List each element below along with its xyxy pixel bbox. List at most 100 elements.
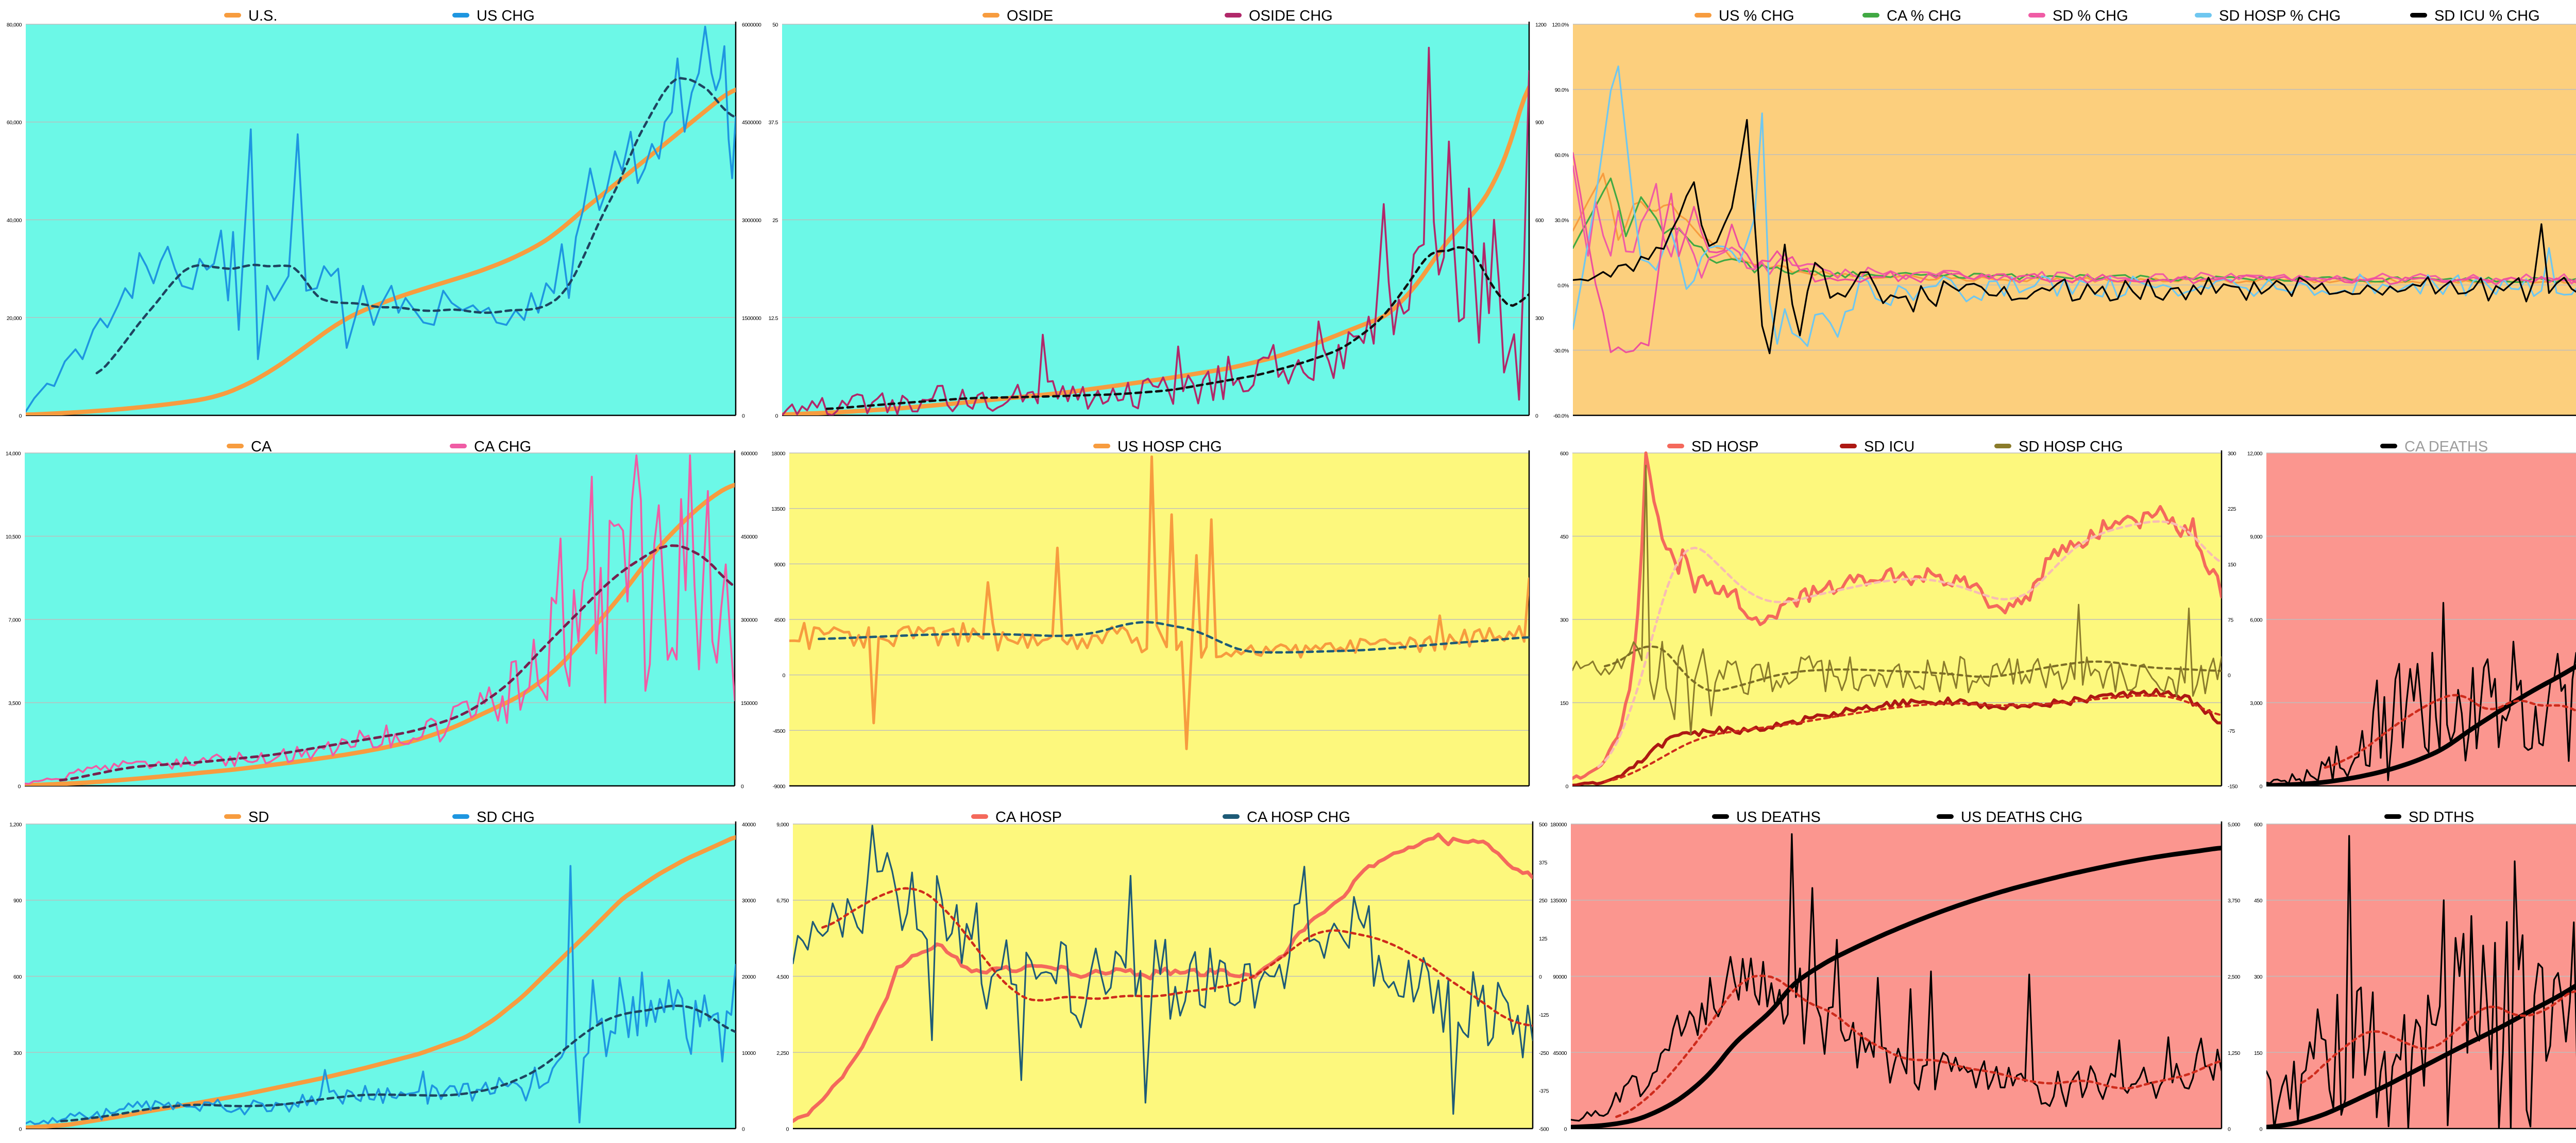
svg-text:0: 0 — [2260, 1127, 2263, 1133]
svg-text:0: 0 — [2228, 1127, 2231, 1133]
svg-text:90000: 90000 — [1553, 974, 1567, 980]
svg-text:0: 0 — [1564, 1127, 1567, 1133]
svg-text:150000: 150000 — [741, 700, 758, 707]
svg-text:20,000: 20,000 — [7, 315, 22, 322]
svg-text:6,750: 6,750 — [776, 898, 789, 904]
svg-text:6,000: 6,000 — [2250, 617, 2262, 624]
svg-text:300: 300 — [1560, 617, 1569, 624]
svg-text:900: 900 — [1535, 120, 1544, 126]
svg-text:300: 300 — [1535, 315, 1544, 322]
svg-text:-375: -375 — [1539, 1088, 1549, 1095]
svg-text:0: 0 — [1535, 413, 1538, 419]
svg-text:OSIDE CHG: OSIDE CHG — [1249, 8, 1333, 24]
svg-text:300: 300 — [2228, 451, 2236, 457]
svg-text:125: 125 — [1539, 936, 1548, 942]
svg-text:80,000: 80,000 — [7, 22, 22, 28]
svg-text:0: 0 — [741, 784, 744, 790]
svg-text:40000: 40000 — [742, 822, 756, 828]
svg-text:375: 375 — [1539, 860, 1548, 866]
svg-text:0.0%: 0.0% — [1557, 283, 1569, 289]
svg-text:0: 0 — [2260, 784, 2263, 790]
svg-text:1,250: 1,250 — [2228, 1050, 2240, 1056]
svg-text:4,500: 4,500 — [776, 974, 789, 980]
svg-text:450: 450 — [2254, 898, 2263, 904]
svg-text:45000: 45000 — [1553, 1050, 1567, 1056]
svg-text:-75: -75 — [2228, 728, 2235, 734]
svg-text:600: 600 — [2254, 822, 2263, 828]
svg-text:3,500: 3,500 — [8, 700, 21, 707]
svg-text:150: 150 — [1560, 700, 1569, 707]
svg-text:CA % CHG: CA % CHG — [1887, 8, 1961, 24]
svg-text:180000: 180000 — [1550, 822, 1567, 828]
svg-text:0: 0 — [19, 1127, 22, 1133]
svg-text:0: 0 — [1539, 974, 1542, 980]
svg-text:3,750: 3,750 — [2228, 898, 2240, 904]
svg-text:120.0%: 120.0% — [1552, 22, 1569, 28]
svg-text:135000: 135000 — [1550, 898, 1567, 904]
svg-text:10000: 10000 — [742, 1050, 756, 1056]
svg-text:1,200: 1,200 — [9, 822, 22, 828]
svg-text:OSIDE: OSIDE — [1007, 8, 1053, 24]
svg-text:9,000: 9,000 — [2250, 534, 2262, 540]
svg-text:-250: -250 — [1539, 1050, 1549, 1056]
svg-text:60.0%: 60.0% — [1555, 153, 1569, 159]
svg-text:250: 250 — [1539, 898, 1548, 904]
svg-text:SD CHG: SD CHG — [477, 809, 535, 826]
svg-text:SD % CHG: SD % CHG — [2053, 8, 2128, 24]
svg-text:SD DTHS: SD DTHS — [2409, 809, 2474, 826]
svg-text:7,000: 7,000 — [8, 617, 21, 624]
svg-text:US DEATHS CHG: US DEATHS CHG — [1961, 809, 2082, 826]
svg-text:CA DEATHS: CA DEATHS — [2404, 439, 2488, 455]
svg-text:-150: -150 — [2228, 784, 2238, 790]
svg-text:SD ICU: SD ICU — [1864, 439, 1914, 455]
svg-text:SD: SD — [248, 809, 269, 826]
svg-text:0: 0 — [18, 784, 21, 790]
svg-text:-4500: -4500 — [773, 728, 786, 734]
svg-text:4500: 4500 — [774, 617, 786, 624]
svg-text:600: 600 — [1535, 217, 1544, 224]
svg-text:CA: CA — [251, 439, 272, 455]
svg-text:0: 0 — [775, 413, 778, 419]
svg-text:1200: 1200 — [1535, 22, 1547, 28]
svg-text:CA CHG: CA CHG — [474, 439, 531, 455]
svg-text:900: 900 — [13, 898, 22, 904]
svg-text:12,000: 12,000 — [2247, 451, 2263, 457]
svg-text:2,250: 2,250 — [776, 1050, 789, 1056]
svg-text:0: 0 — [2228, 673, 2231, 679]
svg-text:50: 50 — [772, 22, 778, 28]
svg-text:-30.0%: -30.0% — [1553, 348, 1569, 354]
svg-text:18000: 18000 — [771, 451, 785, 457]
svg-text:US % CHG: US % CHG — [1719, 8, 1794, 24]
svg-text:U.S.: U.S. — [248, 8, 277, 24]
svg-text:150: 150 — [2228, 562, 2236, 568]
svg-text:225: 225 — [2228, 506, 2236, 512]
svg-text:25: 25 — [772, 217, 778, 224]
svg-text:0: 0 — [19, 413, 22, 419]
svg-text:20000: 20000 — [742, 974, 756, 980]
svg-text:10,500: 10,500 — [6, 534, 21, 540]
svg-text:75: 75 — [2228, 617, 2233, 624]
svg-text:5,000: 5,000 — [2228, 822, 2240, 828]
svg-text:90.0%: 90.0% — [1555, 87, 1569, 93]
svg-text:600: 600 — [1560, 451, 1569, 457]
svg-text:SD HOSP: SD HOSP — [1691, 439, 1759, 455]
svg-text:CA HOSP CHG: CA HOSP CHG — [1247, 809, 1350, 826]
svg-text:SD HOSP % CHG: SD HOSP % CHG — [2219, 8, 2341, 24]
svg-text:30000: 30000 — [742, 898, 756, 904]
svg-text:-125: -125 — [1539, 1012, 1549, 1018]
svg-text:SD ICU % CHG: SD ICU % CHG — [2434, 8, 2540, 24]
svg-text:0: 0 — [742, 413, 745, 419]
svg-text:300000: 300000 — [741, 617, 758, 624]
svg-text:0: 0 — [783, 673, 786, 679]
svg-text:US CHG: US CHG — [477, 8, 535, 24]
svg-text:600000: 600000 — [741, 451, 758, 457]
svg-text:0: 0 — [742, 1127, 745, 1133]
svg-text:450000: 450000 — [741, 534, 758, 540]
svg-text:450: 450 — [1560, 534, 1569, 540]
svg-text:13500: 13500 — [771, 506, 785, 512]
svg-text:0: 0 — [786, 1127, 789, 1133]
svg-text:500: 500 — [1539, 822, 1548, 828]
svg-text:US HOSP CHG: US HOSP CHG — [1117, 439, 1222, 455]
svg-text:600: 600 — [13, 974, 22, 980]
svg-text:37.5: 37.5 — [769, 120, 778, 126]
